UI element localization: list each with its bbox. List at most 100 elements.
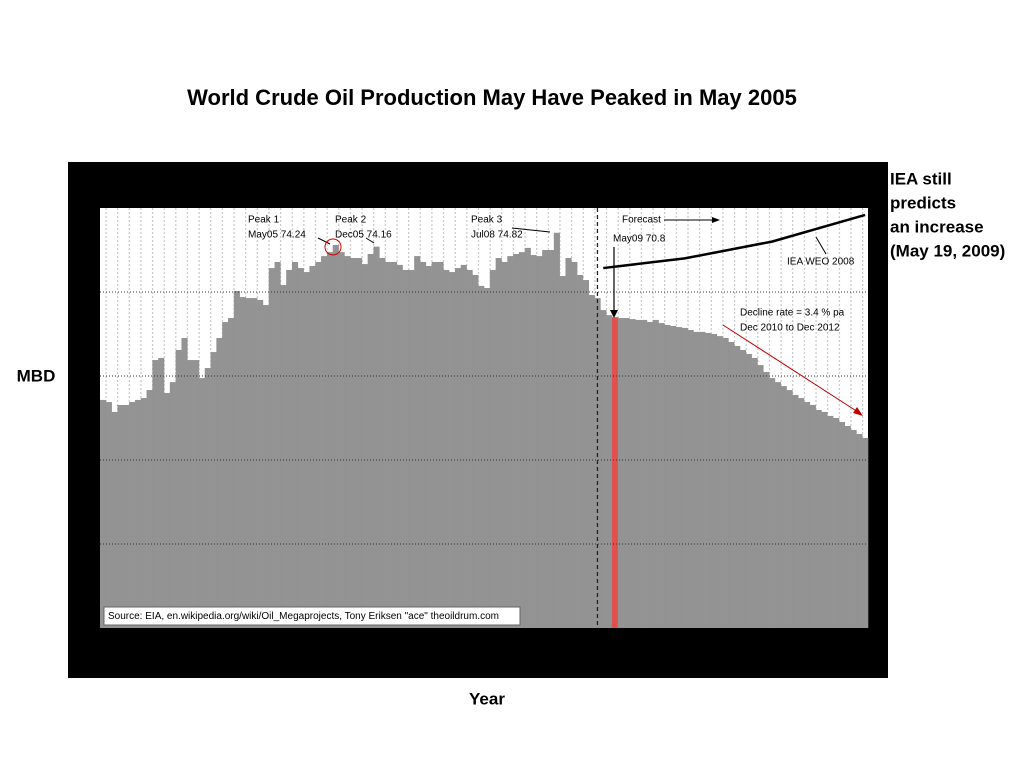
bar — [326, 252, 334, 628]
bar — [356, 257, 363, 628]
bar — [129, 402, 136, 628]
bar — [245, 298, 252, 628]
bar — [641, 319, 648, 628]
bar — [466, 269, 473, 628]
annotation: Jul08 74.82 — [471, 230, 523, 241]
bar — [437, 261, 444, 628]
bar — [722, 337, 729, 628]
bar — [216, 337, 223, 628]
leader — [317, 237, 331, 245]
bar — [152, 360, 159, 628]
bar — [507, 256, 514, 628]
bar — [198, 378, 206, 628]
bar — [420, 261, 427, 628]
bar — [548, 250, 555, 628]
bar — [734, 345, 741, 628]
bar — [332, 244, 339, 628]
bar — [518, 252, 526, 628]
bar — [687, 330, 694, 628]
bar — [460, 264, 467, 628]
bar — [105, 402, 112, 628]
bar — [478, 285, 485, 628]
bar — [617, 318, 624, 628]
bar — [274, 261, 281, 628]
bar — [158, 357, 165, 628]
bar — [780, 386, 787, 628]
series-label: IEA WEO 2008 — [787, 257, 855, 268]
bar — [792, 394, 799, 628]
bar — [344, 256, 351, 628]
bar — [396, 264, 403, 628]
bar — [251, 298, 258, 628]
bar — [187, 360, 194, 628]
bar — [635, 319, 642, 628]
bar — [454, 268, 462, 628]
decline-arrow — [722, 324, 859, 413]
forecast-line — [603, 213, 866, 270]
bar — [751, 357, 758, 628]
bar — [716, 336, 723, 628]
bar — [257, 299, 264, 628]
bar — [390, 261, 398, 628]
bar — [100, 399, 107, 628]
bar — [484, 288, 491, 628]
bar — [379, 257, 386, 628]
bar — [623, 318, 630, 628]
bar — [193, 360, 200, 628]
overlay: IEA WEO 2008 Peak 1 May05 74.24 Peak 2 Dec05… — [100, 208, 868, 628]
arrow-head — [712, 217, 720, 223]
bar — [164, 393, 171, 628]
side-note: (May 19, 2009) — [890, 241, 1005, 260]
bar — [699, 331, 706, 628]
peak-circle — [324, 238, 342, 256]
bar — [373, 246, 380, 628]
annotation: Forecast — [622, 215, 661, 226]
bar — [495, 257, 502, 628]
bar — [612, 317, 619, 628]
bar — [862, 437, 869, 628]
annotation: May09 70.8 — [613, 234, 666, 245]
bar — [681, 327, 688, 628]
bar — [815, 410, 822, 628]
bar — [745, 353, 752, 628]
bar — [763, 372, 770, 628]
bar — [408, 269, 415, 628]
bar — [321, 256, 328, 628]
bar — [367, 253, 374, 629]
bar — [693, 331, 700, 628]
bar — [280, 285, 287, 628]
bar — [809, 404, 816, 628]
leader — [511, 227, 551, 233]
bar — [524, 247, 531, 628]
bar — [740, 349, 747, 628]
bar — [565, 257, 572, 628]
bar — [571, 261, 578, 628]
bar — [600, 310, 607, 628]
bar — [361, 264, 368, 628]
bar — [350, 257, 357, 628]
annotation: Peak 3 — [471, 215, 503, 226]
bar — [710, 334, 718, 628]
bar — [443, 269, 450, 628]
bar — [228, 318, 235, 628]
bar — [449, 272, 456, 628]
annotation: Decline rate = 3.4 % pa — [740, 308, 845, 319]
bar — [821, 411, 828, 628]
annotation: May05 74.24 — [248, 230, 306, 241]
bar — [798, 398, 805, 628]
bar — [385, 261, 392, 628]
bar — [786, 390, 793, 628]
annotation: Peak 1 — [248, 215, 280, 226]
bar — [239, 297, 246, 628]
bar — [117, 404, 124, 628]
bar — [309, 265, 316, 628]
bar — [582, 280, 590, 628]
bar — [705, 332, 712, 628]
side-note: IEA still — [890, 169, 952, 188]
annotation: Peak 2 — [335, 215, 367, 226]
bar — [204, 368, 211, 628]
bar — [292, 261, 299, 628]
bar — [658, 323, 665, 628]
bar — [559, 276, 566, 628]
